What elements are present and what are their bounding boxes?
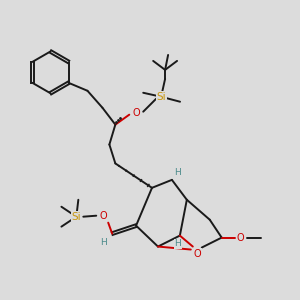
Text: O: O [194,248,202,259]
Text: H: H [175,239,181,248]
Text: H: H [100,238,106,247]
Text: Si: Si [71,212,81,222]
Text: O: O [132,108,140,118]
Text: Si: Si [156,92,166,102]
Text: O: O [99,211,107,221]
Text: O: O [237,232,244,243]
Text: H: H [175,168,181,177]
